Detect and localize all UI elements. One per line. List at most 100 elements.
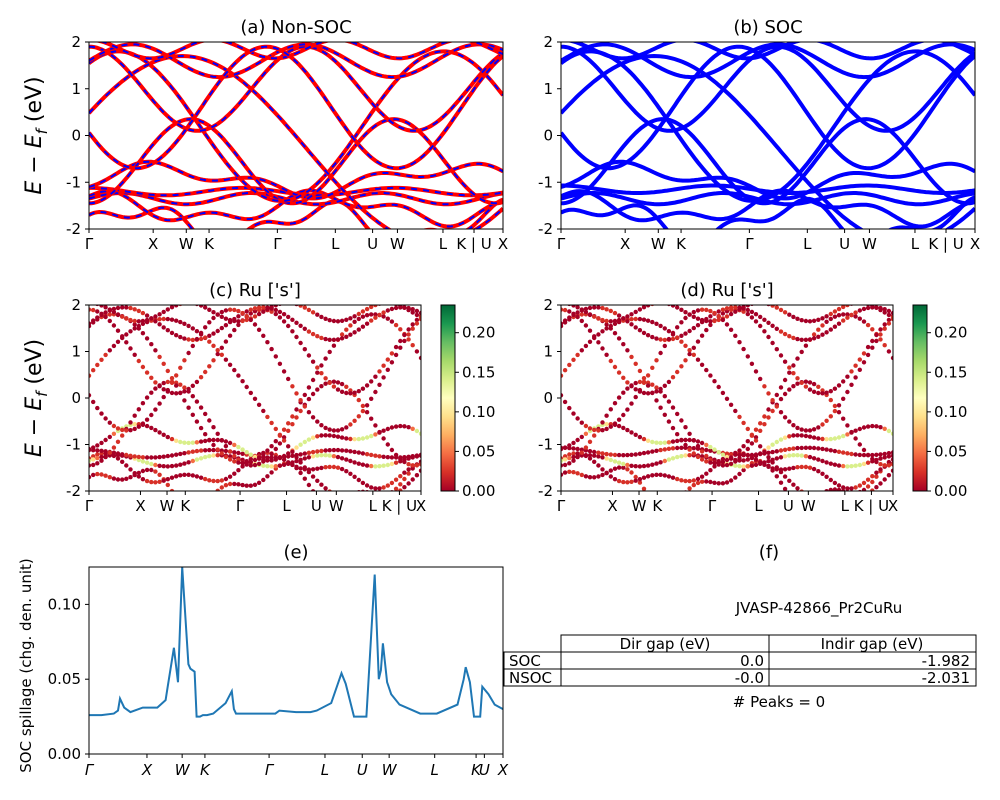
band-point (803, 318, 809, 324)
band-point (198, 305, 204, 308)
band-point (373, 432, 378, 437)
band-point (704, 442, 709, 448)
band-point (335, 380, 341, 385)
band-point (658, 440, 663, 446)
band-point (89, 307, 92, 312)
band-point (658, 323, 663, 329)
band-point (704, 453, 709, 459)
band-point (799, 433, 804, 438)
xtick-label: L (439, 235, 448, 253)
band-point (240, 482, 245, 488)
band-point (265, 464, 270, 469)
band-point (575, 437, 580, 443)
band-point (604, 326, 609, 331)
band-point (741, 467, 746, 473)
band-point (414, 321, 420, 326)
band-point (662, 458, 667, 464)
band-point (749, 455, 755, 461)
band-point (874, 338, 879, 344)
band-point (198, 405, 204, 410)
panel-title: (b) SOC (733, 17, 802, 38)
band-point (136, 424, 141, 429)
band-point (853, 463, 858, 468)
band-point (99, 454, 104, 460)
band-point (182, 358, 187, 363)
band-point (369, 396, 374, 401)
band-point (820, 501, 824, 505)
band-point (402, 332, 407, 338)
band-point (612, 466, 618, 471)
band-point (608, 452, 613, 457)
band-point (886, 451, 892, 456)
band-point (849, 451, 854, 457)
band-point (641, 390, 647, 396)
band-point (103, 305, 108, 310)
band-point (269, 444, 274, 449)
band-point (758, 421, 763, 426)
band-point (87, 301, 91, 305)
band-point (406, 467, 411, 472)
band-point (418, 431, 421, 436)
band-point (608, 308, 613, 314)
band-point (381, 314, 386, 319)
band-point (89, 458, 92, 463)
band-point (571, 357, 576, 362)
band-point (583, 323, 589, 328)
band-point (803, 428, 809, 433)
band-point (791, 335, 796, 341)
band-point (766, 445, 771, 450)
band-point (679, 364, 684, 369)
band-point (849, 429, 854, 435)
band-point (244, 313, 249, 319)
band-point (190, 458, 195, 464)
band-point (186, 323, 191, 329)
band-point (778, 385, 784, 390)
band-point (600, 305, 605, 311)
band-point (865, 424, 871, 429)
colorbar-tick-label: 0.10 (934, 403, 967, 421)
band-point (762, 449, 767, 454)
band-point (269, 346, 274, 352)
band-point (699, 479, 705, 484)
band-point (323, 376, 328, 381)
band-point (174, 333, 179, 338)
band-point (144, 417, 150, 422)
band-point (215, 447, 220, 452)
band-point (203, 502, 207, 506)
band-point (315, 387, 320, 392)
band-point (666, 419, 672, 424)
band-point (244, 460, 249, 465)
band-point (886, 312, 892, 318)
band-point (637, 464, 643, 469)
band-point (410, 310, 415, 315)
band-point (315, 419, 320, 424)
band-point (749, 441, 755, 446)
band-point (352, 390, 357, 395)
band-point (600, 455, 605, 460)
band-point (364, 410, 370, 415)
colorbar: 0.000.050.100.150.20 (440, 304, 495, 500)
band-point (99, 472, 104, 477)
band-point (385, 316, 390, 321)
band-point (604, 318, 609, 324)
band-point (699, 307, 705, 312)
band-point (782, 310, 788, 315)
band-point (637, 387, 643, 393)
band-point (596, 474, 601, 479)
band-point (198, 375, 204, 380)
band-point (203, 448, 208, 453)
band-point (186, 440, 191, 446)
band-point (637, 451, 643, 456)
band-point (273, 354, 278, 359)
band-point (645, 474, 651, 479)
band-point (364, 483, 370, 488)
band-point (186, 405, 191, 410)
band-point (650, 473, 655, 478)
band-point (298, 398, 303, 403)
band-point (886, 349, 892, 354)
band-point (232, 318, 237, 324)
band-point (762, 384, 767, 389)
band-point (335, 387, 341, 392)
band-point (294, 391, 299, 396)
band-point (878, 462, 883, 467)
